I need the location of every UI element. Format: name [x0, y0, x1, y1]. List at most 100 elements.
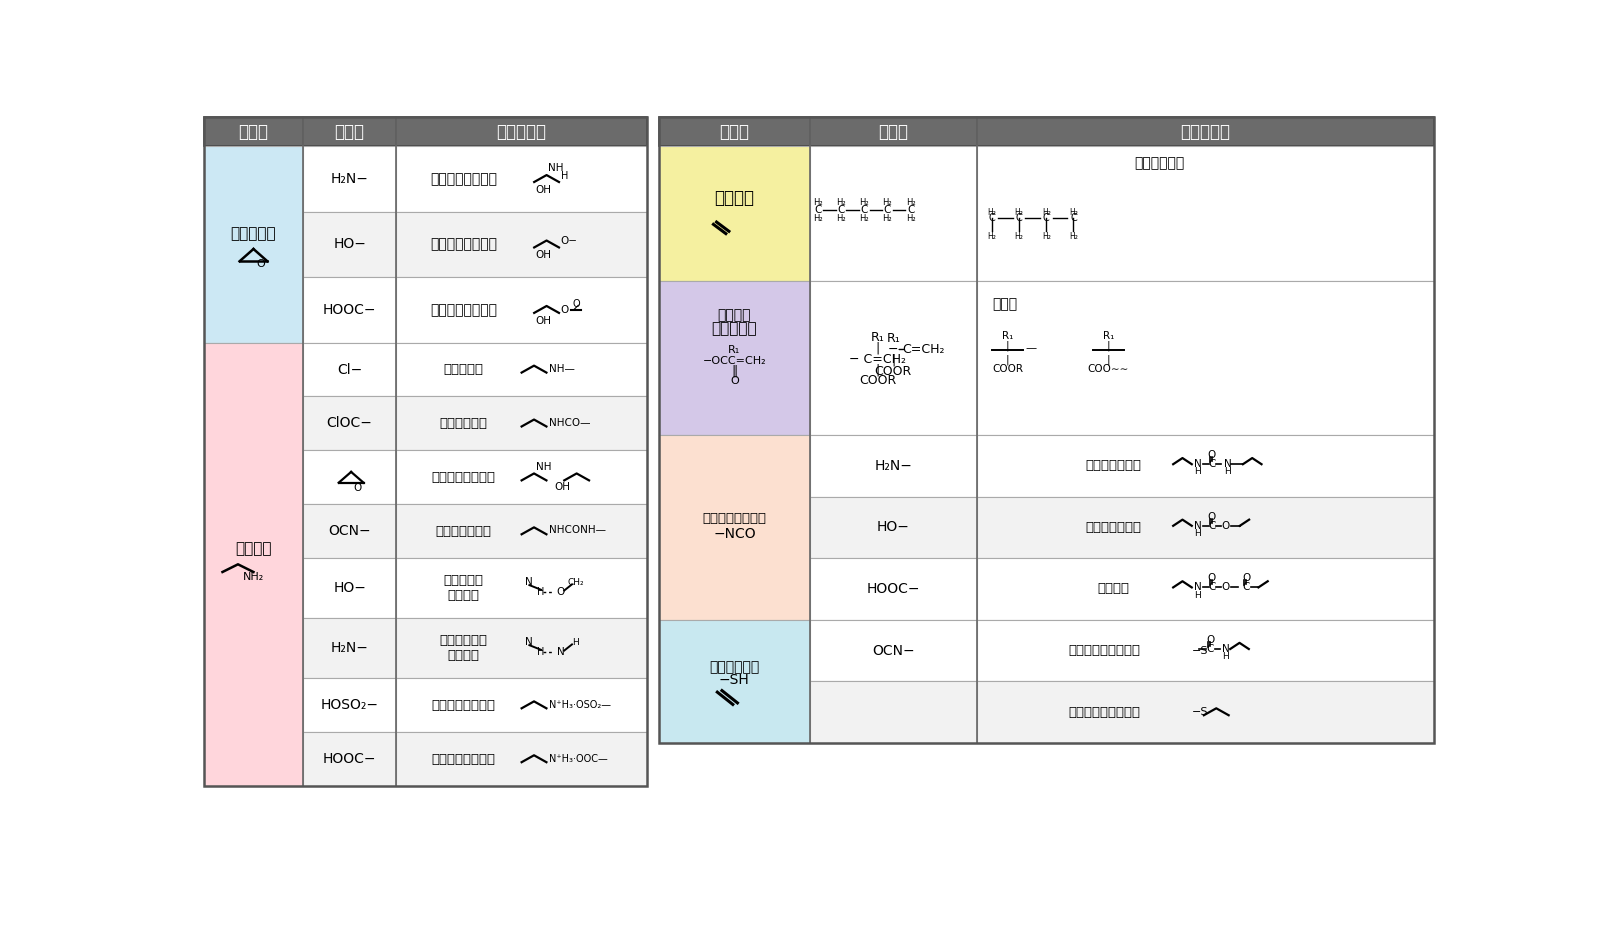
Text: −S: −S [1192, 708, 1208, 717]
Bar [397, 397, 646, 450]
Text: H₂: H₂ [987, 208, 997, 216]
Text: C: C [837, 205, 845, 214]
Text: H: H [538, 587, 544, 597]
Text: HO−: HO− [333, 581, 366, 595]
Text: エン・チオール反応: エン・チオール反応 [1069, 706, 1141, 719]
Text: |: | [875, 363, 880, 376]
Bar [302, 618, 397, 679]
Bar [203, 146, 302, 343]
Text: N⁺H₃·OOC—: N⁺H₃·OOC— [549, 754, 608, 764]
Text: −: − [888, 343, 899, 356]
Text: C: C [989, 213, 995, 223]
Bar [976, 681, 1434, 743]
Text: H: H [560, 171, 568, 181]
Text: イソシアネート基: イソシアネート基 [702, 512, 766, 524]
Bar [203, 343, 302, 786]
Text: O: O [573, 299, 579, 309]
Text: ‖: ‖ [731, 364, 738, 377]
Bar [810, 497, 976, 558]
Bar [976, 558, 1434, 620]
Text: H₂: H₂ [1042, 232, 1051, 241]
Text: 反応生成物: 反応生成物 [1181, 123, 1230, 140]
Text: 共重合: 共重合 [992, 297, 1018, 311]
Text: |: | [1107, 341, 1110, 351]
Bar [810, 681, 976, 743]
Text: |: | [1107, 354, 1110, 365]
Bar [810, 281, 976, 435]
Text: H: H [1195, 529, 1202, 538]
Text: H: H [1224, 467, 1230, 476]
Text: H₂: H₂ [837, 213, 846, 223]
Text: H₂: H₂ [837, 198, 846, 207]
Text: |: | [891, 354, 896, 367]
Bar [302, 146, 397, 212]
Text: N: N [1222, 644, 1229, 654]
Text: C: C [814, 205, 821, 214]
Bar [302, 505, 397, 558]
Text: O: O [1206, 635, 1214, 645]
Bar [203, 117, 302, 146]
Text: H₂: H₂ [883, 198, 893, 207]
Text: H₂: H₂ [859, 213, 869, 223]
Text: H: H [538, 647, 544, 657]
Bar [659, 620, 810, 743]
Text: OH: OH [536, 250, 552, 260]
Text: H: H [1222, 652, 1229, 661]
Text: ウレイド化反応: ウレイド化反応 [1086, 460, 1142, 473]
Text: C: C [1208, 582, 1216, 592]
Text: O: O [1242, 573, 1250, 583]
Text: O: O [354, 483, 362, 493]
Text: NH—: NH— [549, 364, 574, 373]
Text: NH₂: NH₂ [243, 573, 264, 582]
Bar [976, 620, 1434, 681]
Text: O: O [1222, 582, 1230, 592]
Text: H₂: H₂ [1014, 232, 1024, 241]
Text: アクリル基: アクリル基 [712, 321, 757, 336]
Text: HOOC−: HOOC− [867, 582, 920, 596]
Bar [976, 117, 1434, 146]
Bar [810, 117, 976, 146]
Bar [397, 505, 646, 558]
Text: COOR: COOR [875, 364, 912, 377]
Bar [976, 435, 1434, 497]
Text: C=CH₂: C=CH₂ [902, 343, 946, 356]
Text: N: N [525, 637, 533, 647]
Text: OH: OH [536, 315, 552, 326]
Text: エポキシ開環反応: エポキシ開環反応 [430, 238, 498, 252]
Text: ウレイド化反応: ウレイド化反応 [435, 525, 491, 537]
Text: C: C [1070, 213, 1077, 223]
Text: エポキシ基: エポキシ基 [230, 227, 277, 241]
Text: |: | [1006, 341, 1010, 351]
Text: C: C [907, 205, 914, 214]
Bar [810, 558, 976, 620]
Text: ビニル基: ビニル基 [714, 189, 754, 207]
Text: H₂: H₂ [1069, 232, 1078, 241]
Text: C: C [1016, 213, 1022, 223]
Bar [302, 212, 397, 277]
Text: NH: NH [536, 462, 550, 473]
Text: C: C [1206, 644, 1214, 654]
Text: R₁: R₁ [870, 331, 885, 344]
Text: NH: NH [549, 163, 563, 173]
Text: C: C [1043, 213, 1050, 223]
Text: −NCO: −NCO [714, 527, 755, 540]
Bar [397, 558, 646, 618]
Text: O: O [1208, 512, 1216, 521]
Text: 官能基: 官能基 [720, 123, 749, 140]
Text: 反応基: 反応基 [878, 123, 909, 140]
Text: N: N [1224, 460, 1232, 469]
Text: −SH: −SH [718, 673, 750, 687]
Text: OCN−: OCN− [328, 524, 371, 538]
Bar [397, 212, 646, 277]
Text: OH: OH [555, 482, 571, 492]
Text: C: C [1242, 582, 1250, 592]
Bar [302, 277, 397, 343]
Bar [397, 679, 646, 732]
Text: − C=CH₂: − C=CH₂ [850, 353, 906, 366]
Bar [302, 558, 397, 618]
Text: H₂: H₂ [883, 213, 893, 223]
Text: アミノ基との
水素結合: アミノ基との 水素結合 [440, 635, 488, 663]
Text: 反応基: 反応基 [334, 123, 365, 140]
Text: CH₂: CH₂ [568, 578, 584, 587]
Bar [659, 281, 810, 435]
